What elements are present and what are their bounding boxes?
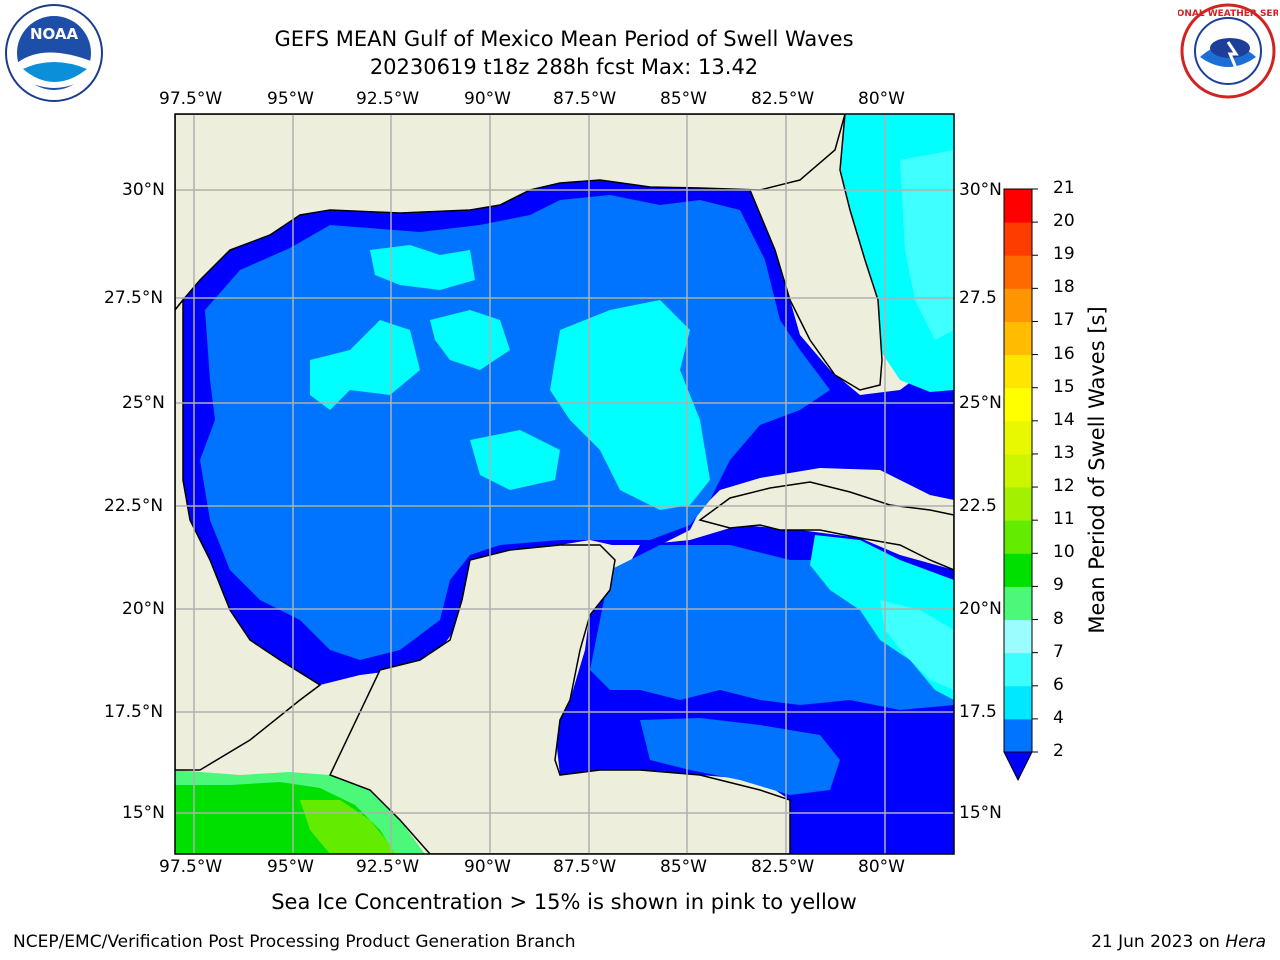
colorbar-label: 2 xyxy=(1053,741,1064,761)
colorbar xyxy=(1003,188,1038,782)
bottom-lon-label: 80°W xyxy=(858,857,905,877)
colorbar-label: 19 xyxy=(1053,244,1075,265)
colorbar-label: 6 xyxy=(1053,674,1064,695)
colorbar-segment xyxy=(1004,453,1032,488)
footer-date: 21 Jun 2023 on Hera xyxy=(1091,932,1266,952)
colorbar-segment xyxy=(1004,619,1032,654)
colorbar-label: 13 xyxy=(1053,442,1075,463)
cuba-island xyxy=(698,481,954,571)
colorbar-label: 12 xyxy=(1053,476,1075,497)
colorbar-segment xyxy=(1004,420,1032,455)
gulf-water-4-6 xyxy=(200,195,830,660)
colorbar-label: 9 xyxy=(1053,575,1064,596)
top-lon-label: 80°W xyxy=(858,89,905,109)
right-lat-label: 22.5 xyxy=(959,496,997,516)
colorbar-label: 4 xyxy=(1053,707,1064,728)
gulf-water-6-7-center xyxy=(550,300,710,510)
colorbar-segment xyxy=(1004,520,1032,554)
colorbar-label: 14 xyxy=(1053,409,1075,430)
colorbar-label: 17 xyxy=(1053,310,1075,331)
colorbar-segment xyxy=(1004,487,1032,521)
bottom-lon-label: 85°W xyxy=(660,857,707,877)
right-lat-label: 27.5 xyxy=(959,288,997,308)
top-lon-label: 97.5°W xyxy=(159,89,223,109)
map-subtitle: 20230619 t18z 288h fcst Max: 13.42 xyxy=(369,55,759,79)
bottom-lon-label: 87.5°W xyxy=(553,857,617,877)
colorbar-label: 21 xyxy=(1053,178,1075,198)
colorbar-segment xyxy=(1004,718,1032,753)
top-lon-label: 95°W xyxy=(267,89,314,109)
top-lon-label: 92.5°W xyxy=(356,89,420,109)
colorbar-segment xyxy=(1004,354,1032,389)
colorbar-title: Mean Period of Swell Waves [s] xyxy=(1085,306,1109,634)
colorbar-label: 8 xyxy=(1053,608,1064,629)
footer-host: Hera xyxy=(1225,932,1266,952)
noaa-logo: NOAA xyxy=(5,4,103,102)
gulf-water-6-7-north xyxy=(370,245,475,290)
top-lon-label: 82.5°W xyxy=(751,89,815,109)
sea-ice-note: Sea Ice Concentration > 15% is shown in … xyxy=(271,890,857,914)
right-lat-label: 17.5 xyxy=(959,702,997,722)
colorbar-segment xyxy=(1004,387,1032,422)
bottom-lon-label: 97.5°W xyxy=(159,857,223,877)
colorbar-segment xyxy=(1004,652,1032,687)
colorbar-label: 15 xyxy=(1053,376,1075,397)
left-lat-label: 17.5°N xyxy=(104,702,164,722)
colorbar-label: 10 xyxy=(1053,542,1075,563)
atlantic-water-7-8 xyxy=(900,150,954,340)
left-lat-label: 30°N xyxy=(122,180,165,200)
footer-credit: NCEP/EMC/Verification Post Processing Pr… xyxy=(13,932,576,952)
caribbean-water-7-8 xyxy=(880,600,954,690)
top-lon-label: 85°W xyxy=(660,89,707,109)
colorbar-label: 20 xyxy=(1053,211,1075,232)
right-lat-label: 15°N xyxy=(959,803,1002,823)
left-lat-label: 27.5°N xyxy=(104,288,164,308)
caribbean-water-4-6-lower xyxy=(640,718,840,795)
footer-date-text: 21 Jun 2023 on xyxy=(1091,932,1226,952)
colorbar-label: 16 xyxy=(1053,343,1075,364)
top-lon-label: 90°W xyxy=(464,89,511,109)
yucatan-peninsula xyxy=(328,544,791,854)
map-frame xyxy=(174,113,955,855)
colorbar-segment xyxy=(1004,288,1032,322)
right-lat-label: 30°N xyxy=(959,180,1002,200)
nws-logo-text: NATIONAL WEATHER SERVICE xyxy=(1178,9,1278,19)
colorbar-extend-arrow xyxy=(1003,751,1033,782)
bottom-lon-label: 90°W xyxy=(464,857,511,877)
top-lon-label: 87.5°W xyxy=(553,89,617,109)
graticule xyxy=(175,114,954,854)
bottom-lon-label: 95°W xyxy=(267,857,314,877)
colorbar-label: 11 xyxy=(1053,509,1075,530)
left-lat-label: 15°N xyxy=(122,803,165,823)
left-lat-label: 20°N xyxy=(122,599,165,619)
bottom-lon-label: 82.5°W xyxy=(751,857,815,877)
bottom-lon-label: 92.5°W xyxy=(356,857,420,877)
colorbar-segment xyxy=(1004,255,1032,289)
colorbar-label: 18 xyxy=(1053,277,1075,298)
gulf-water-6-7-south xyxy=(470,430,560,490)
nws-logo: NATIONAL WEATHER SERVICE xyxy=(1178,3,1278,99)
left-lat-label: 25°N xyxy=(122,393,165,413)
right-lat-label: 20°N xyxy=(959,599,1002,619)
colorbar-segment xyxy=(1004,321,1032,356)
right-lat-label: 25°N xyxy=(959,393,1002,413)
colorbar-segment xyxy=(1004,553,1032,587)
mexico-coast xyxy=(175,297,322,771)
colorbar-segment xyxy=(1004,189,1032,223)
colorbar-segment xyxy=(1004,685,1032,720)
colorbar-label: 7 xyxy=(1053,641,1064,662)
colorbar-segment xyxy=(1004,222,1032,256)
noaa-logo-text: NOAA xyxy=(30,25,79,43)
left-lat-label: 22.5°N xyxy=(104,496,164,516)
gulf-water-6-7-west xyxy=(310,320,420,410)
colorbar-segment xyxy=(1004,586,1032,621)
map-title: GEFS MEAN Gulf of Mexico Mean Period of … xyxy=(274,27,854,51)
